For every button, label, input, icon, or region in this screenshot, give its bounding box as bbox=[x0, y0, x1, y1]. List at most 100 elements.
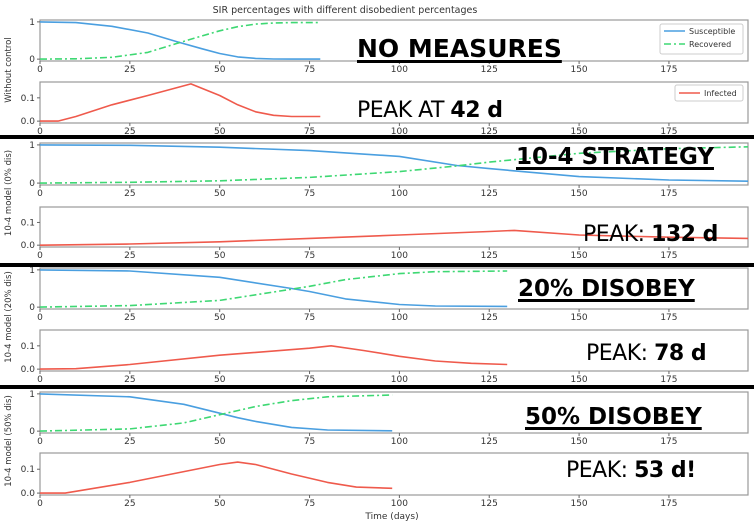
x-tick-label: 0 bbox=[37, 313, 43, 323]
x-tick-label: 100 bbox=[391, 127, 408, 137]
y-tick-label: 1 bbox=[29, 390, 35, 400]
y-tick-label: 0.0 bbox=[21, 117, 36, 127]
x-tick-label: 175 bbox=[660, 375, 677, 385]
x-tick-label: 175 bbox=[660, 65, 677, 75]
x-tick-label: 25 bbox=[124, 127, 135, 137]
peak-value: 132 d bbox=[651, 222, 718, 247]
y-tick-label: 0 bbox=[29, 427, 35, 437]
x-tick-label: 175 bbox=[660, 127, 677, 137]
separator-bar bbox=[0, 135, 754, 139]
x-tick-label: 125 bbox=[481, 375, 498, 385]
x-tick-label: 150 bbox=[570, 499, 587, 509]
x-tick-label: 175 bbox=[660, 499, 677, 509]
x-axis-label: Time (days) bbox=[364, 512, 418, 522]
x-tick-label: 75 bbox=[304, 437, 315, 447]
x-tick-label: 50 bbox=[214, 65, 226, 75]
y-tick-label: 1 bbox=[29, 141, 35, 151]
x-tick-label: 50 bbox=[214, 375, 226, 385]
annotation-peak: PEAK: 78 d bbox=[586, 341, 707, 366]
y-axis-label: Without control bbox=[4, 37, 14, 102]
y-tick-label: 0.0 bbox=[21, 241, 36, 251]
x-tick-label: 100 bbox=[391, 251, 408, 261]
x-tick-label: 25 bbox=[124, 251, 135, 261]
y-tick-label: 0.0 bbox=[21, 365, 36, 375]
series-line-infected bbox=[39, 229, 749, 246]
x-tick-label: 25 bbox=[124, 65, 135, 75]
x-tick-label: 125 bbox=[481, 251, 498, 261]
x-tick-label: 0 bbox=[37, 437, 43, 447]
x-tick-label: 100 bbox=[391, 313, 408, 323]
axes-frame bbox=[39, 206, 749, 248]
axes-frame bbox=[39, 81, 749, 124]
peak-value: 78 d bbox=[654, 341, 707, 366]
x-tick-label: 150 bbox=[570, 437, 587, 447]
x-tick-label: 150 bbox=[570, 65, 587, 75]
x-tick-label: 50 bbox=[214, 127, 226, 137]
y-tick-label: 1 bbox=[29, 266, 35, 276]
annotation-peak: PEAK: 53 d! bbox=[566, 460, 696, 482]
annotation-heading: 10-4 STRATEGY bbox=[516, 144, 714, 170]
peak-value: 53 d! bbox=[634, 458, 696, 483]
y-tick-label: 0.0 bbox=[21, 489, 36, 499]
annotation-heading: NO MEASURES bbox=[357, 34, 562, 63]
axes-frame bbox=[39, 391, 749, 434]
axes-frame bbox=[39, 452, 749, 496]
x-tick-label: 125 bbox=[481, 65, 498, 75]
x-tick-label: 0 bbox=[37, 375, 43, 385]
x-tick-label: 125 bbox=[481, 437, 498, 447]
series-line-recovered bbox=[39, 270, 508, 308]
series-line-susceptible bbox=[39, 144, 749, 182]
x-tick-label: 125 bbox=[481, 313, 498, 323]
x-tick-label: 50 bbox=[214, 437, 226, 447]
x-tick-label: 100 bbox=[391, 189, 408, 199]
x-tick-label: 75 bbox=[304, 375, 315, 385]
x-tick-label: 75 bbox=[304, 251, 315, 261]
x-tick-label: 100 bbox=[391, 375, 408, 385]
peak-prefix: PEAK AT bbox=[357, 98, 451, 123]
x-tick-label: 175 bbox=[660, 189, 677, 199]
peak-prefix: PEAK: bbox=[583, 222, 652, 247]
x-tick-label: 125 bbox=[481, 499, 498, 509]
x-tick-label: 25 bbox=[124, 313, 135, 323]
y-tick-label: 0 bbox=[29, 55, 35, 65]
x-tick-label: 100 bbox=[391, 437, 408, 447]
x-tick-label: 75 bbox=[304, 499, 315, 509]
x-tick-label: 25 bbox=[124, 189, 135, 199]
annotation-heading: 20% DISOBEY bbox=[518, 276, 695, 302]
x-tick-label: 150 bbox=[570, 251, 587, 261]
x-tick-label: 175 bbox=[660, 251, 677, 261]
series-line-infected bbox=[40, 83, 321, 122]
x-tick-label: 150 bbox=[570, 189, 587, 199]
peak-value: 42 d bbox=[450, 98, 503, 123]
peak-prefix: PEAK: bbox=[586, 341, 655, 366]
x-tick-label: 50 bbox=[214, 313, 226, 323]
peak-prefix: PEAK: bbox=[566, 458, 635, 483]
x-tick-label: 50 bbox=[214, 499, 226, 509]
legend-label-susceptible: Susceptible bbox=[689, 27, 735, 36]
x-tick-label: 0 bbox=[37, 127, 43, 137]
axes-frame bbox=[39, 267, 749, 310]
x-tick-label: 125 bbox=[481, 127, 498, 137]
x-tick-label: 75 bbox=[304, 189, 315, 199]
x-tick-label: 0 bbox=[37, 499, 43, 509]
series-line-infected bbox=[39, 344, 508, 370]
x-tick-label: 75 bbox=[304, 65, 315, 75]
x-tick-label: 150 bbox=[570, 313, 587, 323]
y-axis-label: 10-4 model (20% dis) bbox=[4, 271, 14, 363]
annotation-heading: 50% DISOBEY bbox=[525, 404, 702, 430]
legend-label-infected: Infected bbox=[704, 89, 737, 98]
series-line-recovered bbox=[39, 21, 321, 60]
x-tick-label: 100 bbox=[391, 65, 408, 75]
y-tick-label: 0.1 bbox=[21, 94, 35, 104]
x-tick-label: 25 bbox=[124, 499, 135, 509]
x-tick-label: 0 bbox=[37, 65, 43, 75]
x-tick-label: 150 bbox=[570, 375, 587, 385]
x-tick-label: 75 bbox=[304, 313, 315, 323]
x-tick-label: 0 bbox=[37, 251, 43, 261]
x-tick-label: 50 bbox=[214, 189, 226, 199]
y-tick-label: 0 bbox=[29, 179, 35, 189]
x-tick-label: 25 bbox=[124, 375, 135, 385]
axes-frame bbox=[39, 329, 749, 372]
separator-bar bbox=[0, 385, 754, 389]
